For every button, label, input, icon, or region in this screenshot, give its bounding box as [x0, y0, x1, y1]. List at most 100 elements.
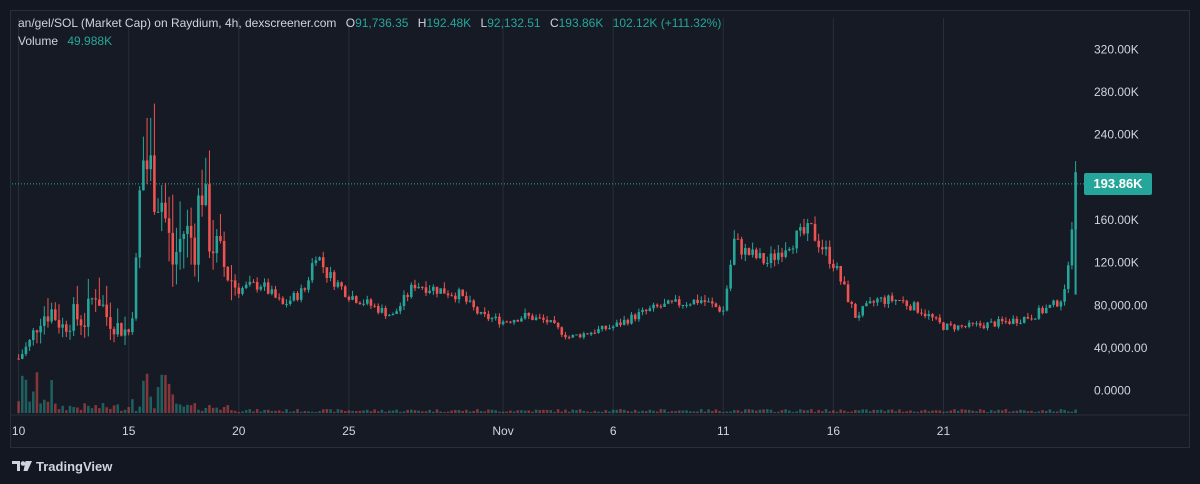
volume-bar [160, 374, 164, 413]
volume-bar [167, 383, 171, 413]
volume-bar [810, 409, 813, 413]
volume-bar [788, 410, 791, 413]
candle-body [670, 300, 674, 302]
volume-bar [1070, 411, 1074, 413]
volume-bar [237, 411, 241, 413]
x-tick-label: 20 [232, 424, 246, 438]
volume-bar [318, 411, 321, 413]
candle-body [784, 250, 787, 257]
volume-bar [281, 411, 285, 413]
candle-body [993, 321, 997, 327]
candle-body [233, 280, 237, 288]
volume-bar [707, 409, 710, 413]
candle-body [329, 272, 332, 279]
candle-body [28, 340, 31, 347]
candle-body [399, 306, 402, 312]
volume-bar [303, 411, 307, 413]
candle-body [208, 184, 211, 252]
volume-bar [204, 407, 208, 413]
candle-body [252, 281, 255, 283]
candle-body [553, 320, 556, 324]
volume-bar [923, 409, 927, 413]
candle-body [354, 296, 358, 303]
legend-volume-label[interactable]: Volume [18, 34, 59, 48]
candle-body [934, 317, 938, 319]
candle-body [446, 293, 450, 296]
candle-body [512, 320, 516, 323]
legend-low-value: 92,132.51 [487, 16, 541, 30]
candle-body [945, 323, 949, 330]
volume-bar [233, 410, 237, 413]
candle-body [949, 323, 953, 325]
candle-body [1048, 304, 1052, 308]
volume-bar [1030, 410, 1033, 413]
candle-body [637, 312, 641, 320]
candle-body [299, 288, 303, 300]
candle-body [619, 322, 622, 325]
candle-body [263, 282, 266, 287]
candle-body [373, 305, 376, 307]
candle-body [710, 301, 714, 304]
candle-body [476, 307, 479, 314]
volume-bar [821, 411, 824, 413]
candle-body [255, 281, 259, 290]
legend-symbol[interactable]: an/gel/SOL (Market Cap) on Raydium, 4h, … [18, 16, 337, 30]
volume-bar [949, 410, 953, 413]
volume-bar [879, 409, 883, 413]
candle-body [685, 304, 688, 306]
candle-body [538, 317, 542, 319]
candle-body [277, 297, 281, 299]
candle-body [1044, 307, 1048, 314]
volume-bar [942, 411, 945, 413]
candle-body [509, 321, 512, 323]
volume-bar [725, 411, 729, 413]
volume-bar [310, 411, 314, 413]
volume-bar [296, 409, 299, 413]
volume-bar [828, 411, 831, 413]
volume-bar [57, 409, 61, 413]
candle-body [1008, 321, 1011, 324]
candle-body [905, 300, 909, 306]
volume-bar [376, 411, 380, 413]
x-tick-label: 21 [937, 424, 951, 438]
candle-body [215, 235, 219, 254]
candle-body [501, 321, 505, 325]
candle-body [43, 316, 46, 326]
volume-bar [666, 411, 670, 413]
y-tick-label: 240.00K [1094, 128, 1139, 142]
volume-bar [945, 411, 949, 413]
tradingview-brand[interactable]: TradingView [12, 456, 112, 476]
candle-body [406, 294, 409, 297]
candle-body [1022, 316, 1026, 323]
candle-body [200, 195, 204, 206]
volume-bar [263, 409, 266, 413]
candle-body [916, 302, 920, 313]
volume-bar [219, 409, 222, 413]
candle-body [1041, 307, 1044, 314]
candle-body [762, 253, 765, 264]
candle-body [894, 299, 898, 302]
candle-body [50, 309, 53, 322]
candle-body [520, 318, 523, 322]
volume-bar [1055, 411, 1059, 413]
volume-bar [997, 409, 1000, 413]
candle-body [391, 313, 395, 316]
candle-body [1063, 289, 1066, 302]
volume-bar [1052, 411, 1055, 413]
candle-body [175, 252, 178, 265]
volume-bar [138, 406, 142, 413]
volume-bar [659, 409, 663, 413]
candle-body [681, 304, 685, 306]
candle-body [142, 160, 145, 191]
candle-body [127, 329, 130, 333]
candle-body [633, 314, 637, 320]
volume-bar [362, 410, 365, 413]
candle-body [230, 280, 233, 282]
candle-body [380, 307, 384, 313]
volume-bar [164, 375, 167, 413]
volume-bar [131, 399, 134, 413]
candle-body [384, 307, 387, 317]
volume-bar [1022, 410, 1026, 413]
candle-body [490, 318, 494, 320]
